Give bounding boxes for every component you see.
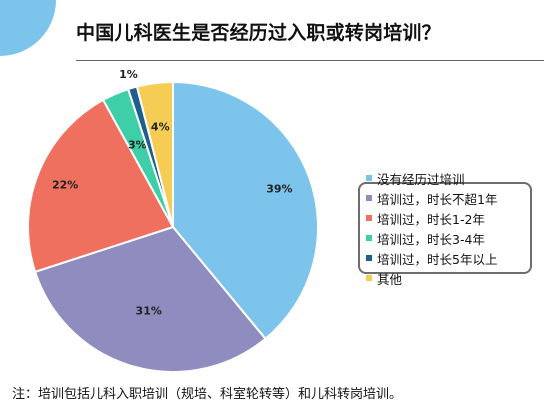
legend-item-3: 培训过，时长1-2年 (366, 208, 497, 228)
legend: 没有经历过培训培训过，时长不超1年 培训过，时长1-2年 培训过，时长3-4年 培训过… (366, 168, 497, 288)
slice-value-label-2: 31% (136, 305, 162, 318)
legend-label: 没有经历过培训 (377, 171, 465, 187)
legend-swatch (366, 275, 372, 281)
legend-label: 培训过，时长不超1年 (377, 191, 498, 207)
legend-label: 培训过，时长3-4年 (377, 231, 485, 247)
legend-swatch (366, 175, 372, 181)
legend-item-2: 培训过，时长不超1年 (366, 188, 497, 208)
chart-title: 中国儿科医生是否经历过入职或转岗培训？ (76, 22, 441, 44)
pie-slice-3 (27, 98, 175, 274)
legend-item-1: 没有经历过培训 (366, 168, 497, 188)
legend-item-4: 培训过，时长3-4年 (366, 228, 497, 248)
legend-label: 培训过，时长5年以上 (377, 251, 498, 267)
legend-swatch (366, 195, 372, 201)
legend-item-6: 其他 (366, 268, 497, 288)
corner-quarter-circle (0, 0, 56, 56)
slice-value-label-1: 39% (266, 183, 292, 196)
legend-label: 其他 (377, 271, 403, 287)
legend-swatch (366, 255, 372, 261)
slice-value-label-3: 22% (52, 178, 78, 191)
legend-swatch (366, 235, 372, 241)
legend-highlight-box (358, 182, 532, 274)
pie-slice-1 (172, 80, 319, 341)
title-divider (76, 60, 544, 61)
slice-value-label-4: 3% (128, 138, 147, 151)
pie-slice-2 (33, 225, 267, 373)
slice-value-label-6: 4% (151, 120, 170, 133)
footnote: 注：培训包括儿科入职培训（规培、科室轮转等）和儿科转岗培训。 (12, 387, 403, 402)
pie-slice-6 (135, 80, 174, 228)
legend-item-5: 培训过，时长5年以上 (366, 248, 497, 268)
pie-chart: 39% 31% 22% 3% 1% 4% (27, 68, 319, 373)
corner-decoration (0, 0, 56, 56)
legend-swatch (366, 215, 372, 221)
slice-value-label-5: 1% (119, 68, 138, 81)
legend-label: 培训过，时长1-2年 (377, 211, 485, 227)
